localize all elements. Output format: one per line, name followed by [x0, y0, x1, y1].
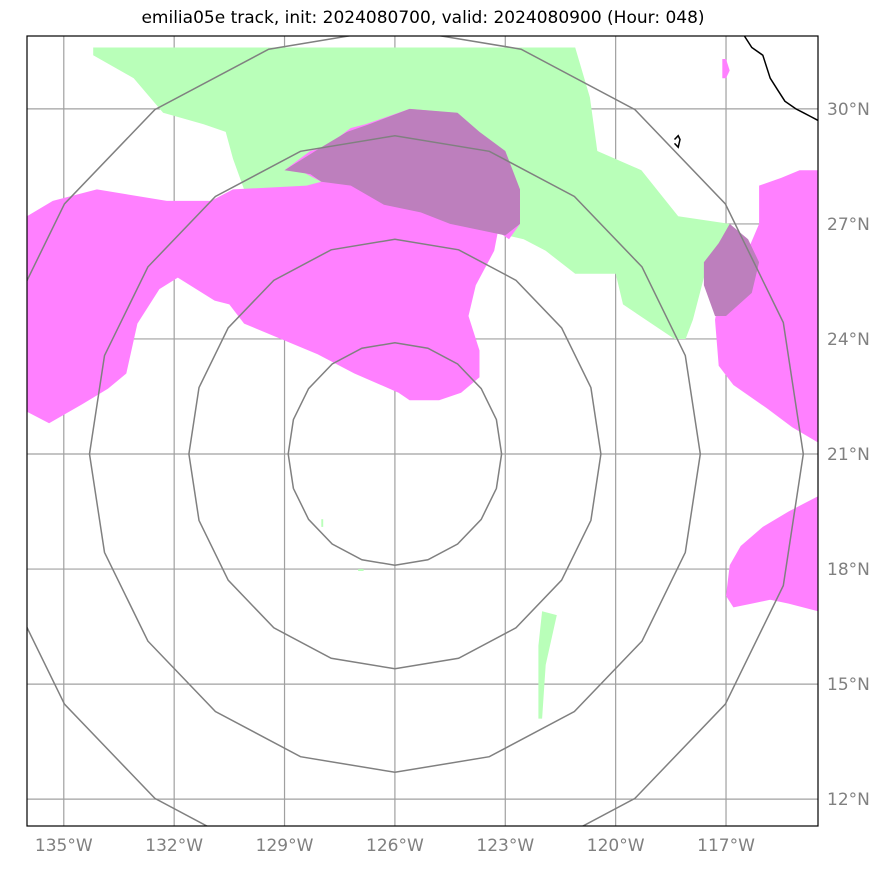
latitude-label: 18°N — [827, 560, 870, 580]
latitude-label: 15°N — [827, 675, 870, 695]
longitude-tick-labels: 135°W 132°W 129°W 126°W 123°W 120°W 117°W — [35, 836, 755, 856]
distance-ring — [188, 238, 602, 670]
map-frame — [26, 35, 819, 827]
longitude-label: 129°W — [256, 836, 314, 856]
longitude-label: 120°W — [587, 836, 645, 856]
longitude-label: 135°W — [35, 836, 93, 856]
coastline — [673, 134, 681, 149]
distance-ring — [88, 134, 702, 774]
latitude-tick-labels: 12°N 15°N 18°N 21°N 24°N 27°N 30°N — [827, 100, 870, 810]
longitude-label: 132°W — [145, 836, 203, 856]
longitude-label: 117°W — [697, 836, 755, 856]
coastlines — [673, 36, 818, 149]
wind-area — [358, 569, 364, 571]
coastline — [743, 36, 818, 122]
latitude-label: 21°N — [827, 445, 870, 465]
wind-area — [321, 519, 324, 527]
vorticity-area — [722, 59, 730, 79]
distance-ring — [287, 342, 503, 566]
latitude-label: 30°N — [827, 100, 870, 120]
overlap-area — [703, 223, 760, 316]
latitude-label: 27°N — [827, 215, 870, 235]
distance-rings — [27, 36, 805, 826]
overlap-area — [284, 108, 520, 236]
distance-ring — [27, 36, 805, 826]
vorticity-area — [27, 181, 498, 424]
wind-area — [538, 611, 557, 719]
vorticity-area — [726, 496, 818, 612]
latitude-label: 12°N — [827, 790, 870, 810]
latitude-label: 24°N — [827, 330, 870, 350]
longitude-label: 126°W — [366, 836, 424, 856]
wind-vorticity-overlap-areas — [284, 108, 760, 316]
vorticity-area — [715, 170, 818, 443]
longitude-label: 123°W — [476, 836, 534, 856]
map-title: emilia05e track, init: 2024080700, valid… — [141, 8, 705, 28]
